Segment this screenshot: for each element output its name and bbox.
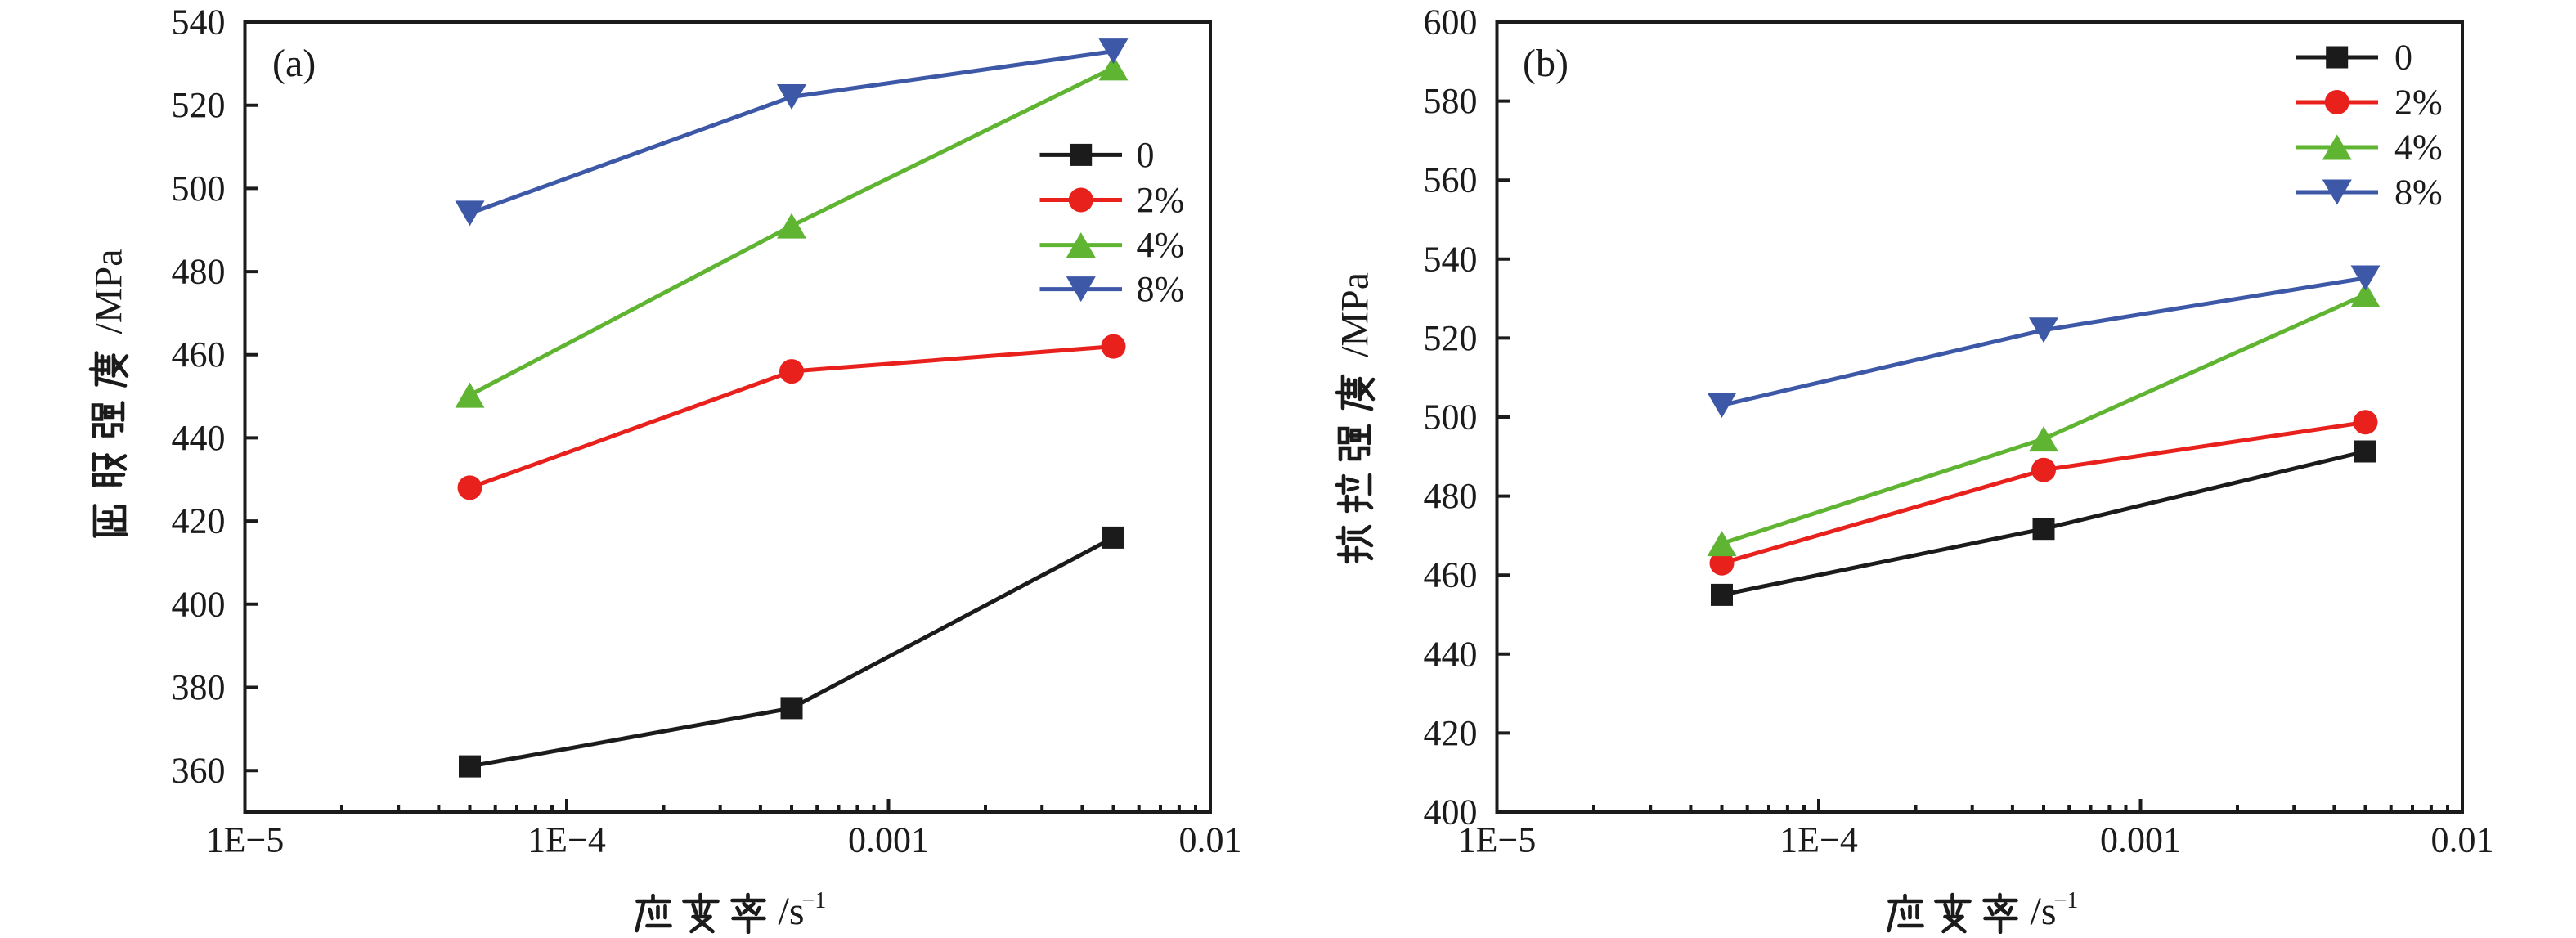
svg-text:0.001: 0.001 xyxy=(2100,820,2181,860)
svg-text:540: 540 xyxy=(172,2,226,43)
svg-text:(b): (b) xyxy=(1523,42,1568,85)
svg-text:380: 380 xyxy=(172,667,226,707)
svg-text:2%: 2% xyxy=(2394,83,2443,123)
svg-text:0: 0 xyxy=(1137,135,1155,175)
svg-text:500: 500 xyxy=(1424,397,1478,438)
svg-text:1E−5: 1E−5 xyxy=(206,820,285,860)
svg-text:480: 480 xyxy=(172,252,226,292)
svg-text:480: 480 xyxy=(1424,476,1478,516)
svg-text:−1: −1 xyxy=(2054,888,2079,913)
svg-text:600: 600 xyxy=(1424,2,1478,43)
svg-text:440: 440 xyxy=(1424,634,1478,674)
svg-text:1E−5: 1E−5 xyxy=(1458,820,1537,860)
svg-text:520: 520 xyxy=(172,85,226,125)
svg-text:460: 460 xyxy=(172,334,226,375)
svg-text:2%: 2% xyxy=(1137,180,1185,220)
svg-text:/MPa: /MPa xyxy=(88,249,131,334)
svg-text:1E−4: 1E−4 xyxy=(1779,820,1858,860)
svg-text:/s: /s xyxy=(2031,890,2057,933)
svg-text:400: 400 xyxy=(1424,792,1478,833)
svg-text:0.01: 0.01 xyxy=(1179,820,1242,860)
svg-text:540: 540 xyxy=(1424,239,1478,279)
svg-text:580: 580 xyxy=(1424,81,1478,121)
svg-text:(a): (a) xyxy=(272,42,316,85)
svg-text:460: 460 xyxy=(1424,555,1478,595)
svg-text:4%: 4% xyxy=(1137,225,1185,265)
svg-text:8%: 8% xyxy=(1137,269,1185,309)
svg-text:520: 520 xyxy=(1424,318,1478,358)
svg-text:4%: 4% xyxy=(2394,128,2443,168)
svg-text:440: 440 xyxy=(172,418,226,458)
svg-text:0.001: 0.001 xyxy=(848,820,929,860)
svg-text:0.01: 0.01 xyxy=(2431,820,2494,860)
svg-text:360: 360 xyxy=(172,751,226,791)
svg-text:560: 560 xyxy=(1424,160,1478,200)
svg-text:420: 420 xyxy=(1424,713,1478,753)
svg-text:/MPa: /MPa xyxy=(1334,272,1377,357)
svg-text:8%: 8% xyxy=(2394,173,2443,213)
svg-text:/s: /s xyxy=(779,890,805,933)
svg-text:500: 500 xyxy=(172,168,226,209)
svg-text:1E−4: 1E−4 xyxy=(527,820,606,860)
svg-text:−1: −1 xyxy=(802,888,827,913)
svg-text:400: 400 xyxy=(172,584,226,624)
svg-text:420: 420 xyxy=(172,501,226,541)
svg-text:0: 0 xyxy=(2394,38,2412,78)
